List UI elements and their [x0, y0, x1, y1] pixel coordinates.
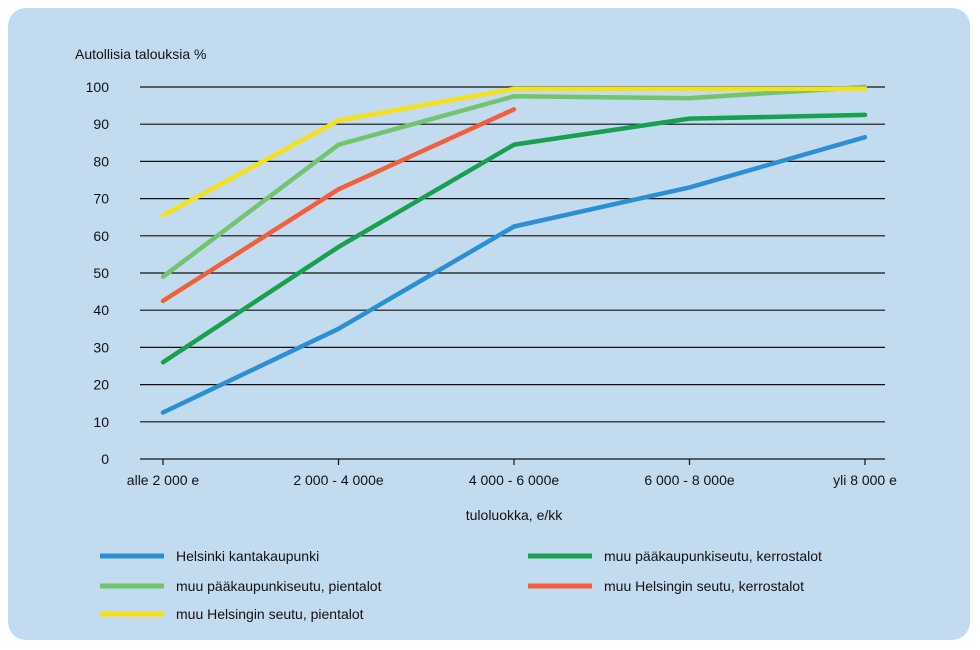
legend-item: Helsinki kantakaupunki [100, 548, 319, 564]
legend: Helsinki kantakaupunki muu pääkaupunkiseu… [100, 548, 822, 622]
legend-label: muu pääkaupunkiseutu, kerrostalot [604, 548, 822, 564]
y-tick-label: 30 [93, 339, 109, 355]
y-tick-label: 0 [101, 451, 109, 467]
y-tick-label: 100 [86, 79, 110, 95]
y-tick-label: 50 [93, 265, 109, 281]
legend-item: muu pääkaupunkiseutu, pientalot [100, 578, 382, 594]
legend-label: muu Helsingin seutu, pientalot [176, 606, 364, 622]
y-tick-label: 70 [93, 191, 109, 207]
series-line [160, 134, 868, 415]
legend-label: muu pääkaupunkiseutu, pientalot [176, 578, 382, 594]
x-tick-label: 4 000 - 6 000e [469, 472, 560, 488]
series-line [160, 86, 868, 218]
legend-item: muu Helsingin seutu, pientalot [100, 606, 364, 622]
legend-label: muu Helsingin seutu, kerrostalot [604, 578, 804, 594]
x-axis-label: tuloluokka, e/kk [466, 507, 563, 523]
y-tick-label: 90 [93, 116, 109, 132]
legend-item: muu pääkaupunkiseutu, kerrostalot [528, 548, 822, 564]
series-line [160, 84, 868, 279]
series-line [160, 112, 868, 365]
chart-title: Autollisia talouksia % [75, 46, 207, 62]
gridlines [140, 86, 885, 460]
y-tick-label: 60 [93, 228, 109, 244]
x-tick-label: yli 8 000 e [833, 472, 897, 488]
y-tick-labels: 0 10 20 30 40 50 60 70 80 90 100 [86, 79, 110, 467]
series-line [160, 107, 517, 304]
y-tick-label: 80 [93, 153, 109, 169]
x-tick-label: alle 2 000 e [127, 472, 200, 488]
x-tick-label: 2 000 - 4 000e [293, 472, 384, 488]
legend-label: Helsinki kantakaupunki [176, 548, 319, 564]
x-tick-labels: alle 2 000 e 2 000 - 4 000e 4 000 - 6 000e… [127, 459, 897, 488]
legend-item: muu Helsingin seutu, kerrostalot [528, 578, 804, 594]
y-tick-label: 20 [93, 377, 109, 393]
series-lines [160, 84, 868, 415]
chart-panel [8, 8, 970, 640]
y-tick-label: 40 [93, 302, 109, 318]
y-tick-label: 10 [93, 414, 109, 430]
x-tick-label: 6 000 - 8 000e [644, 472, 735, 488]
